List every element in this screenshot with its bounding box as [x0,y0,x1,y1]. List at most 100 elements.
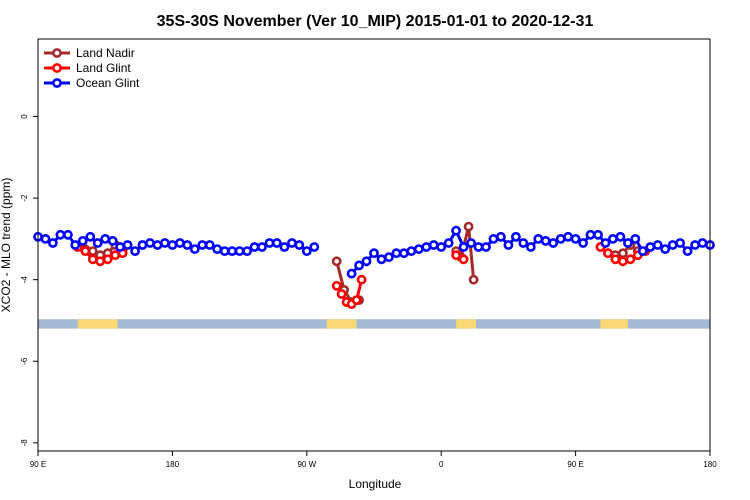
data-point-2-1-24 [525,242,536,252]
land-patch-1 [326,319,357,329]
data-point-2-0-21 [189,244,200,254]
data-point-2-0-27 [234,246,245,256]
data-point-2-1-1 [354,260,364,271]
data-point-1-1-0 [331,280,342,291]
data-point-2-1-25 [533,233,544,244]
data-point-2-0-30 [257,242,267,252]
legend-label-1: Land Glint [76,61,131,75]
land-patch-0 [77,319,118,329]
data-point-2-1-32 [585,229,596,240]
data-point-2-1-20 [495,231,506,242]
data-point-2-1-39 [637,246,648,256]
legend-label-0: Land Nadir [76,46,135,60]
data-point-2-0-36 [301,246,312,256]
y-tick-label-3: -6 [20,357,29,365]
land-patch-2 [456,319,477,329]
data-point-2-1-38 [630,233,641,244]
data-point-1-2-1 [458,254,469,265]
data-point-1-0-4 [102,254,113,265]
legend-label-2: Ocean Glint [76,76,140,90]
data-point-2-0-16 [152,240,163,250]
data-point-2-1-35 [608,233,618,244]
data-point-2-1-46 [690,240,700,250]
data-point-1-0-3 [95,256,106,267]
data-point-2-1-14 [451,225,461,236]
data-point-2-0-11 [115,242,125,252]
data-point-1-0-1 [80,246,91,256]
legend-marker-2 [52,78,62,88]
data-point-1-1-4 [351,295,362,305]
y-tick-label-2: -4 [20,276,29,284]
data-point-2-0-9 [100,233,111,244]
data-point-2-1-26 [540,235,551,246]
data-point-2-0-17 [159,238,170,248]
data-point-2-1-36 [615,231,626,242]
data-point-2-1-47 [697,238,708,248]
data-point-2-1-21 [503,240,514,250]
data-point-2-0-33 [279,242,290,252]
data-point-2-0-13 [130,246,140,256]
data-point-2-1-40 [645,242,656,252]
data-point-2-0-4 [63,229,73,240]
x-axis: 90 E 180 90 W 0 90 E 180 [30,451,717,469]
data-point-2-0-19 [174,238,185,248]
data-point-1-1-5 [356,274,367,285]
y-tick-label-0: 0 [20,114,29,119]
data-point-2-1-41 [652,240,663,250]
legend-marker-1 [52,63,62,73]
data-point-2-1-29 [563,231,573,242]
data-point-2-0-28 [242,246,252,256]
data-point-2-0-26 [227,246,237,256]
data-point-2-1-10 [421,242,432,252]
data-point-1-0-2 [87,254,98,265]
data-point-0-2-2 [463,221,474,232]
data-point-2-0-14 [137,240,148,250]
data-point-2-1-15 [458,242,469,252]
legend-marker-0 [52,48,62,58]
data-point-2-0-32 [271,238,282,248]
y-tick-label-4: -8 [20,439,29,447]
data-point-2-0-2 [48,238,58,248]
data-point-0-2-3 [468,274,479,285]
data-point-2-0-34 [286,238,297,248]
data-point-2-0-29 [249,242,260,252]
data-point-1-1-1 [336,289,347,299]
data-point-2-1-17 [473,242,484,252]
data-point-2-1-44 [675,238,685,248]
data-point-2-1-43 [667,240,678,250]
data-point-1-3-3 [618,256,628,267]
x-tick-label-0: 90 E [30,460,46,469]
data-point-2-0-12 [122,240,133,250]
data-point-2-1-34 [600,238,611,248]
data-point-0-0-2 [87,246,98,256]
data-point-2-0-35 [294,240,305,250]
series-ocean-glint [33,225,715,279]
data-point-2-0-7 [85,231,96,242]
data-point-2-1-18 [481,242,491,252]
data-point-2-1-13 [443,238,454,248]
data-point-2-1-16 [466,238,476,248]
data-point-2-0-20 [182,240,193,250]
data-point-2-1-33 [593,229,603,240]
data-point-2-0-24 [212,244,223,254]
data-point-2-1-9 [413,244,424,254]
x-tick-label-2: 90 W [297,460,316,469]
data-point-2-0-18 [167,240,178,250]
ocean-band [38,319,710,329]
x-tick-label-4: 90 E [567,460,583,469]
data-point-2-1-0 [346,268,357,279]
data-point-2-1-30 [570,233,581,244]
data-point-2-1-42 [660,244,671,254]
chart-title: 35S-30S November (Ver 10_MIP) 2015-01-01… [157,13,594,30]
data-point-2-1-22 [511,231,521,242]
data-point-2-1-37 [623,238,633,248]
data-point-1-0-5 [110,250,121,261]
y-axis: 0 -2 -4 -6 -8 [20,114,38,447]
data-point-2-0-6 [77,235,88,246]
data-point-2-1-2 [361,256,372,267]
series-layer [33,221,715,309]
data-point-2-0-5 [70,240,81,250]
data-point-2-0-1 [40,233,51,244]
